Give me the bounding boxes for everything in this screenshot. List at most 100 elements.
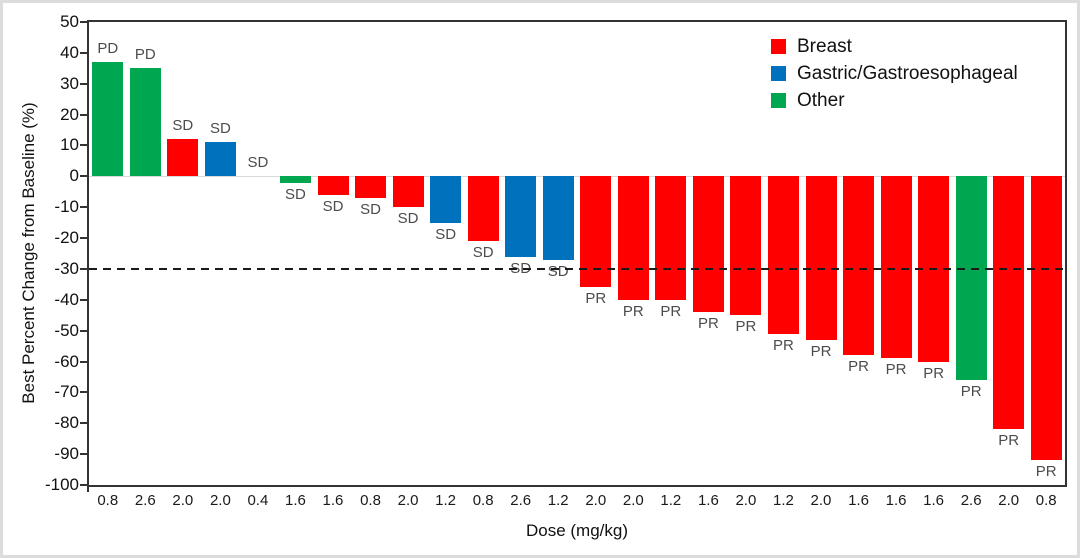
bar: [355, 176, 387, 198]
x-axis-title: Dose (mg/kg): [525, 521, 629, 540]
y-axis-tick-label: -60: [54, 351, 79, 371]
response-label: SD: [435, 225, 457, 243]
x-axis-dose-label: 1.6: [285, 492, 306, 509]
response-label: SD: [322, 197, 344, 215]
response-label: SD: [247, 154, 269, 172]
bar: [843, 176, 875, 356]
x-axis-dose-label: 1.6: [697, 492, 719, 509]
y-axis-tick: [80, 422, 87, 425]
x-axis-dose-label: 0.8: [97, 492, 119, 509]
y-axis-tick: [80, 21, 87, 23]
x-axis-dose-label: 2.6: [510, 492, 532, 509]
response-label: PR: [998, 432, 1020, 450]
response-label: PR: [923, 364, 945, 382]
bar: [580, 176, 612, 288]
x-axis-dose-label: 1.2: [773, 492, 794, 509]
bar: [279, 176, 311, 183]
y-axis-tick: [80, 453, 87, 456]
y-axis-tick: [80, 237, 87, 240]
legend-item-label: Gastric/Gastroesophageal: [797, 62, 1018, 84]
legend-item: Gastric/Gastroesophageal: [771, 60, 1018, 87]
legend-swatch-icon: [771, 66, 786, 81]
legend-item: Other: [771, 87, 1018, 114]
x-axis-dose-label: 2.0: [172, 492, 194, 509]
y-axis-tick: [80, 82, 87, 85]
zero-baseline: [89, 175, 1065, 177]
x-axis-dose-label: 1.2: [660, 492, 682, 509]
legend-item-label: Breast: [797, 35, 852, 57]
y-axis-tick: [80, 144, 87, 147]
y-axis-tick: [80, 206, 87, 209]
response-label: PR: [773, 336, 794, 354]
y-axis-tick-label: -70: [54, 382, 79, 402]
bar: [955, 176, 987, 381]
response-label: SD: [360, 200, 381, 218]
response-label: PD: [97, 40, 119, 58]
bar: [692, 176, 724, 313]
y-axis-tick-label: -50: [54, 320, 79, 340]
response-label: SD: [172, 117, 194, 135]
response-label: PR: [585, 290, 607, 308]
x-axis-dose-label: 2.0: [998, 492, 1020, 509]
x-axis-dose-label: 2.0: [585, 492, 607, 509]
response-label: PR: [697, 315, 719, 333]
y-axis-tick-label: -20: [54, 228, 79, 248]
x-axis-dose-label: 1.2: [435, 492, 457, 509]
bar: [1030, 176, 1062, 461]
bar: [505, 176, 537, 257]
bar: [430, 176, 462, 223]
bar: [392, 176, 424, 208]
bar: [467, 176, 499, 242]
reference-line-minus-30: [89, 267, 1065, 270]
response-label: PR: [848, 358, 869, 376]
bar: [993, 176, 1025, 430]
response-label: PR: [622, 302, 644, 320]
y-axis-tick-label: 20: [60, 104, 79, 124]
response-label: PR: [885, 361, 907, 379]
bar: [880, 176, 912, 359]
bar: [92, 62, 124, 177]
y-axis-tick-label: 0: [69, 166, 79, 186]
legend-swatch-icon: [771, 93, 786, 108]
y-axis-tick-label: -90: [54, 444, 79, 464]
x-axis-dose-label: 2.6: [960, 492, 982, 509]
y-axis-tick: [80, 484, 87, 486]
bar: [167, 139, 199, 177]
y-axis-tick-label: -40: [54, 289, 79, 309]
x-axis-dose-label: 2.0: [397, 492, 419, 509]
response-label: SD: [547, 262, 569, 280]
x-axis-dose-label: 2.0: [735, 492, 757, 509]
y-axis-tick: [80, 267, 87, 270]
response-label: SD: [285, 185, 306, 203]
x-axis-dose-label: 1.6: [322, 492, 344, 509]
x-axis-dose-label: 2.0: [810, 492, 832, 509]
y-axis-tick-label: -100: [44, 475, 79, 494]
legend-swatch-icon: [771, 39, 786, 54]
x-axis-dose-label: 0.8: [360, 492, 381, 509]
response-label: PR: [660, 302, 682, 320]
response-label: PR: [735, 318, 757, 336]
y-axis-tick-label: -30: [54, 258, 79, 278]
bar: [617, 176, 649, 300]
x-axis-dose-label: 2.0: [622, 492, 644, 509]
response-label: SD: [209, 120, 231, 138]
x-axis-dose-label: 1.2: [547, 492, 569, 509]
response-label: SD: [472, 244, 494, 262]
x-axis-dose-label: 1.6: [885, 492, 907, 509]
legend: Breast Gastric/Gastroesophageal Other: [771, 33, 1018, 114]
bar: [655, 176, 687, 300]
x-axis-dose-label: 0.4: [247, 492, 269, 509]
y-axis-tick: [80, 298, 87, 301]
response-label: PR: [810, 342, 832, 360]
y-axis-tick-label: 10: [60, 135, 79, 155]
y-axis-tick: [80, 391, 87, 394]
y-axis-tick: [80, 113, 87, 116]
x-axis-dose-label: 0.8: [472, 492, 494, 509]
response-label: PR: [1035, 463, 1057, 481]
y-axis-tick: [80, 175, 87, 178]
response-label: SD: [397, 210, 419, 228]
x-axis-dose-label: 0.8: [1035, 492, 1057, 509]
legend-item-label: Other: [797, 89, 845, 111]
x-axis-dose-label: 2.0: [209, 492, 231, 509]
